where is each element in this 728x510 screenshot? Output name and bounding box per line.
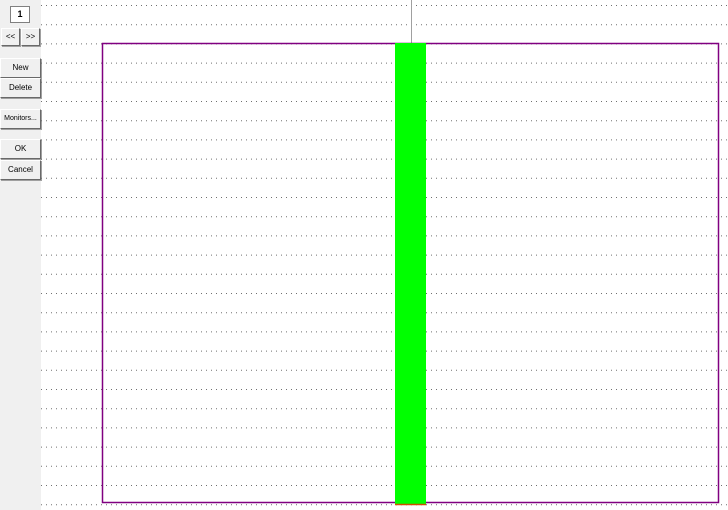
new-button[interactable]: New xyxy=(0,58,41,78)
cancel-button[interactable]: Cancel xyxy=(0,160,41,180)
previous-page-button[interactable]: << xyxy=(1,28,20,46)
monitors-button[interactable]: Monitors... xyxy=(0,109,41,129)
delete-button[interactable]: Delete xyxy=(0,78,41,98)
dotted-grid xyxy=(41,5,728,506)
selected-green-bar[interactable] xyxy=(395,43,426,504)
page-number-display: 1 xyxy=(10,6,30,23)
control-panel: 1 << >> New Delete Monitors... OK Cancel xyxy=(0,0,41,510)
canvas-drawing[interactable] xyxy=(41,0,728,510)
ok-button[interactable]: OK xyxy=(0,139,41,159)
layout-canvas[interactable] xyxy=(41,0,728,510)
next-page-button[interactable]: >> xyxy=(21,28,40,46)
